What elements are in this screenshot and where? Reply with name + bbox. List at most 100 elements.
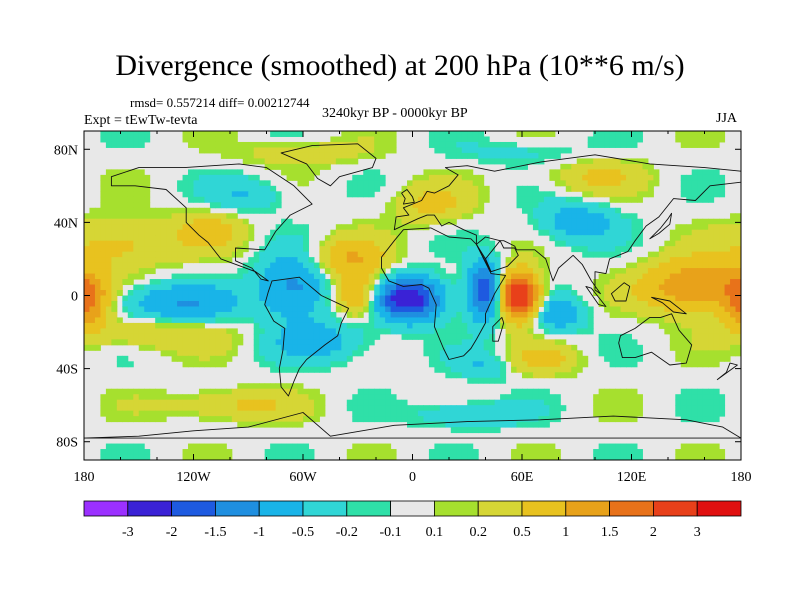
heatmap-cell [735,339,741,346]
heatmap-cell [713,131,720,137]
heatmap-cell [379,131,386,137]
heatmap-cell [390,317,397,324]
heatmap-cell [686,229,693,236]
heatmap-cell [483,185,490,192]
heatmap-cell [472,229,479,236]
heatmap-cell [368,147,375,154]
heatmap-cell [105,443,112,450]
heatmap-cell [686,131,693,137]
heatmap-cell [489,344,496,351]
heatmap-cell [89,207,96,214]
heatmap-cell [615,300,622,307]
heatmap-cell [456,344,463,351]
heatmap-cell [335,317,342,324]
heatmap-cell [587,213,594,220]
heatmap-cell [297,366,304,373]
heatmap-cell [275,163,282,170]
heatmap-cell [719,136,726,143]
heatmap-cell [708,284,715,291]
heatmap-cell [308,361,315,368]
heatmap-cell [702,279,709,286]
heatmap-cell [680,279,687,286]
heatmap-cell [270,454,277,460]
heatmap-cell [450,207,457,214]
heatmap-cell [620,388,627,395]
heatmap-cell [615,218,622,225]
heatmap-cell [379,213,386,220]
heatmap-cell [111,394,118,401]
heatmap-cell [417,268,424,275]
heatmap-cell [730,306,737,313]
heatmap-cell [417,213,424,220]
heatmap-cell [138,224,145,231]
heatmap-cell [697,322,704,329]
heatmap-cell [713,273,720,280]
heatmap-cell [341,251,348,258]
heatmap-cell [609,163,616,170]
heatmap-cell [522,394,528,401]
heatmap-cell [664,322,671,329]
heatmap-cell [303,339,309,346]
heatmap-cell [264,158,271,165]
heatmap-cell [461,322,468,329]
heatmap-cell [522,268,528,275]
heatmap-cell [713,257,720,264]
heatmap-cell [335,350,342,357]
heatmap-cell [686,399,693,406]
heatmap-cell [346,147,353,154]
heatmap-cell [319,355,326,362]
heatmap-cell [593,158,600,165]
heatmap-cell [500,147,507,154]
heatmap-cell [127,416,134,423]
heatmap-cell [658,306,665,313]
heatmap-cell [182,333,189,340]
heatmap-cell [160,240,167,247]
heatmap-cell [226,328,233,335]
heatmap-cell [248,185,255,192]
heatmap-cell [341,279,348,286]
heatmap-cell [182,355,189,362]
heatmap-cell [385,410,392,417]
heatmap-cell [111,454,118,460]
heatmap-cell [155,257,162,264]
heatmap-cell [730,224,737,231]
heatmap-cell [346,268,353,275]
heatmap-cell [598,240,605,247]
heatmap-cell [582,174,589,181]
heatmap-cell [313,317,320,324]
heatmap-cell [412,191,419,198]
heatmap-cell [166,262,173,269]
heatmap-cell [177,317,184,324]
heatmap-cell [483,279,490,286]
heatmap-cell [702,317,709,324]
heatmap-cell [390,410,397,417]
heatmap-cell [166,317,173,324]
heatmap-cell [489,416,496,423]
heatmap-cell [89,279,96,286]
heatmap-cell [231,416,238,423]
heatmap-cell [450,218,457,225]
heatmap-cell [242,295,249,302]
heatmap-cell [374,240,381,247]
heatmap-cell [346,235,353,242]
heatmap-cell [522,196,528,203]
heatmap-cell [248,196,255,203]
heatmap-cell [478,427,485,434]
heatmap-cell [396,295,403,302]
heatmap-cell [615,174,622,181]
heatmap-cell [527,449,534,456]
heatmap-cell [319,306,326,313]
heatmap-cell [549,235,556,242]
heatmap-cell [516,361,523,368]
heatmap-cell [434,141,441,148]
heatmap-cell [423,284,430,291]
heatmap-cell [188,136,194,143]
heatmap-cell [669,284,676,291]
heatmap-cell [576,202,583,209]
heatmap-cell [133,141,140,148]
heatmap-cell [204,449,211,456]
heatmap-cell [675,268,682,275]
heatmap-cell [560,202,567,209]
heatmap-cell [516,262,523,269]
heatmap-cell [735,295,741,302]
